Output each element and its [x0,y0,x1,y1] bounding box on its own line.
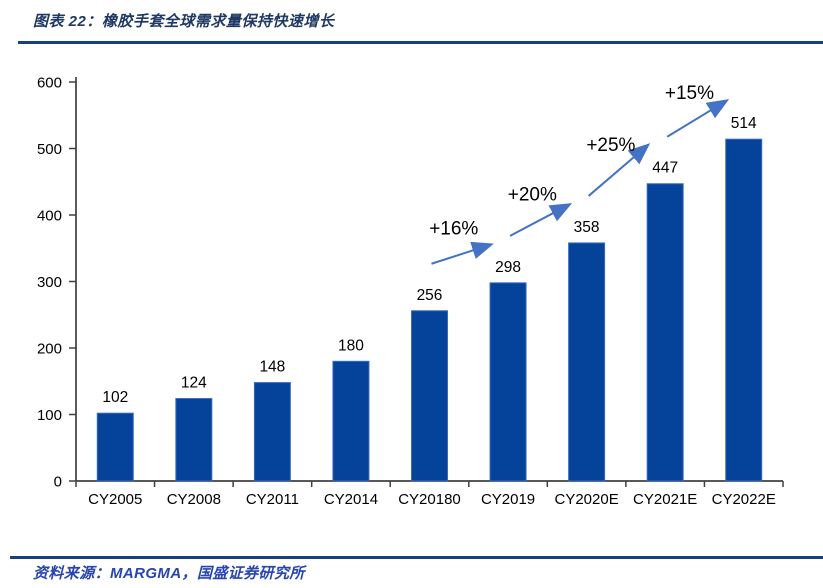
growth-arrow [666,99,730,138]
x-axis-category-label: CY2014 [324,491,378,508]
y-axis-tick-label: 400 [37,208,62,225]
bar [489,282,527,482]
bar [253,382,291,482]
x-axis-category-label: CY20180 [398,491,461,508]
growth-arrow [431,241,494,265]
growth-percent-label: +20% [508,184,557,205]
y-axis-tick-label: 300 [37,274,62,291]
bar-value-label: 180 [338,337,364,354]
source-note: 资料来源：MARGMA，国盛证券研究所 [33,565,305,582]
figure-title: 图表 22：橡胶手套全球需求量保持快速增长 [33,13,335,30]
header-rule [18,41,823,44]
bar-value-label: 447 [652,160,678,177]
bar [332,360,370,482]
bar [646,183,684,482]
y-axis-tick-label: 600 [37,75,62,92]
bar-value-label: 124 [181,375,207,392]
x-axis-category-label: CY2011 [246,491,299,508]
bar [568,242,606,482]
bar [411,310,448,482]
bar [175,398,213,482]
growth-arrow [509,203,573,237]
growth-percent-label: +16% [429,218,478,239]
growth-arrow [587,143,651,197]
bar-value-label: 358 [574,219,600,236]
x-axis-category-label: CY2021E [633,491,697,508]
x-axis-category-label: CY2020E [555,491,619,508]
bar-value-label: 256 [417,287,443,304]
x-axis-category-label: CY2008 [167,491,221,508]
bar [96,412,134,482]
growth-percent-label: +25% [586,135,635,156]
x-axis-category-label: CY2019 [481,491,535,508]
growth-percent-label: +15% [665,83,714,104]
x-axis-category-label: CY2005 [88,491,142,508]
bar-value-label: 102 [102,389,128,406]
bar-value-label: 514 [731,115,757,132]
bar-value-label: 298 [495,259,521,276]
y-axis-tick-label: 200 [37,341,62,358]
demand-bar-chart: 0 100 200 300 400 500 600 102 CY2005 124 CY2008 148… [37,75,784,508]
y-axis-tick-label: 100 [37,407,62,424]
footer-rule [10,556,823,559]
bar-value-label: 148 [259,359,285,376]
x-axis-category-label: CY2022E [712,491,776,508]
y-axis-tick-label: 500 [37,141,62,158]
y-axis-tick-label: 0 [54,474,62,491]
bar [725,138,763,482]
